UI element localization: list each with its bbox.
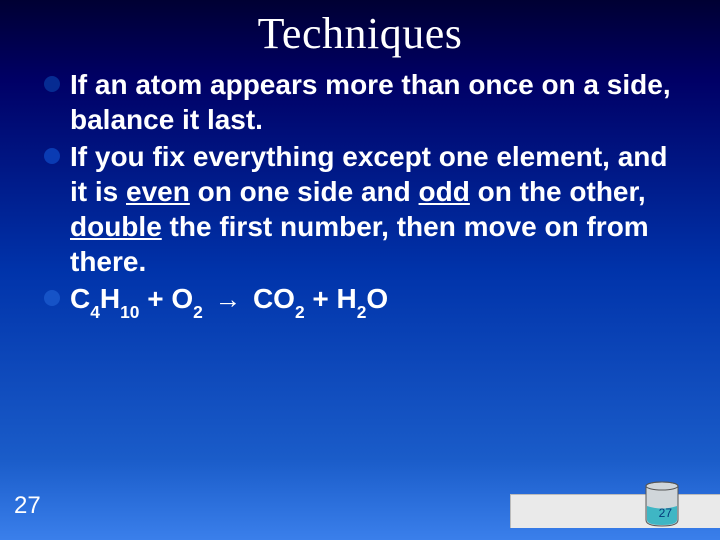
bullet-text: If you fix everything except one element… (70, 139, 676, 279)
slide: Techniques If an atom appears more than … (0, 0, 720, 540)
bullet-row: C4H10 + O2 → CO2 + H2O (44, 281, 676, 320)
bullet-row: If you fix everything except one element… (44, 139, 676, 279)
bullet-dot-icon (44, 76, 60, 92)
bullet-row: If an atom appears more than once on a s… (44, 67, 676, 137)
bullet-text: If an atom appears more than once on a s… (70, 67, 676, 137)
bullet-text: C4H10 + O2 → CO2 + H2O (70, 281, 388, 320)
page-number-left: 27 (14, 492, 41, 520)
bullet-dot-icon (44, 290, 60, 306)
reaction-arrow-icon: → (215, 283, 242, 316)
beaker-icon (640, 480, 684, 528)
page-number-beaker: 27 (659, 506, 672, 520)
content-area: If an atom appears more than once on a s… (0, 59, 720, 320)
footer-bar (510, 494, 720, 528)
bullet-dot-icon (44, 148, 60, 164)
slide-title: Techniques (0, 0, 720, 59)
